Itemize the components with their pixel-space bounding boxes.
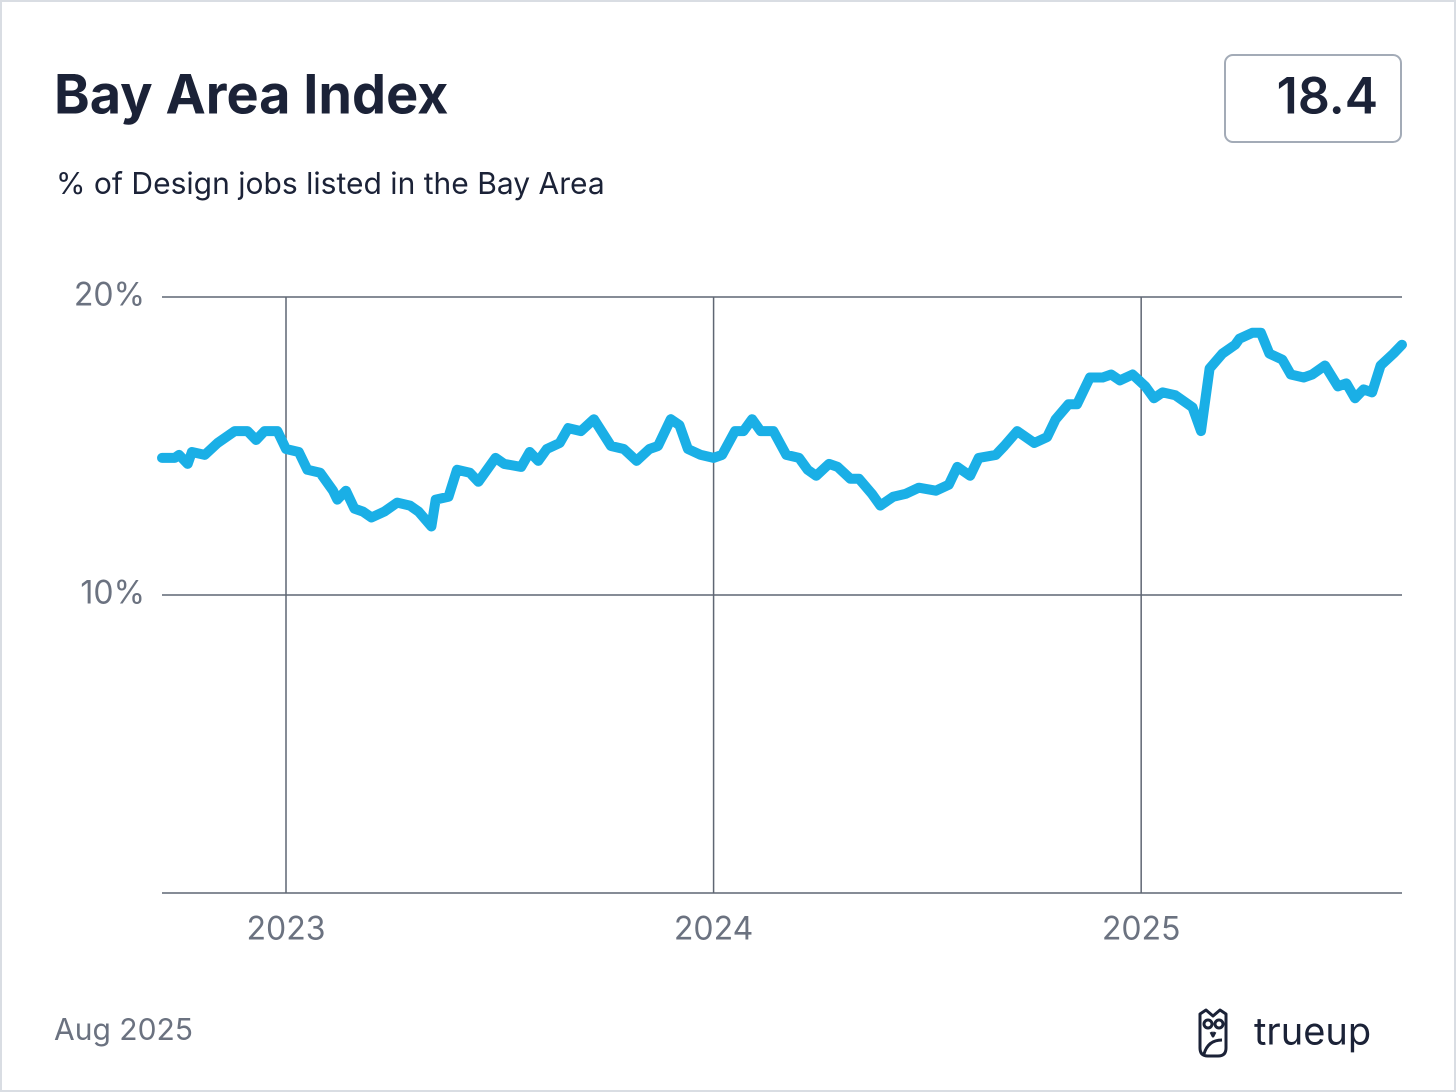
x-tick-label: 2025 xyxy=(1102,909,1181,948)
brand-name: trueup xyxy=(1254,1008,1371,1054)
chart-title: Bay Area Index xyxy=(54,63,449,128)
x-tick-label: 2023 xyxy=(247,909,326,948)
headline-box xyxy=(1224,54,1402,143)
headline-value: 18.4 xyxy=(1277,67,1378,127)
data-line xyxy=(157,327,1407,532)
brand-logo xyxy=(1198,1008,1228,1058)
y-tick-label: 10% xyxy=(80,573,145,612)
footer-date: Aug 2025 xyxy=(54,1012,193,1048)
x-tick-label: 2024 xyxy=(674,909,753,948)
y-tick-label: 20% xyxy=(74,275,145,314)
chart-subtitle: % of Design jobs listed in the Bay Area xyxy=(56,166,605,202)
